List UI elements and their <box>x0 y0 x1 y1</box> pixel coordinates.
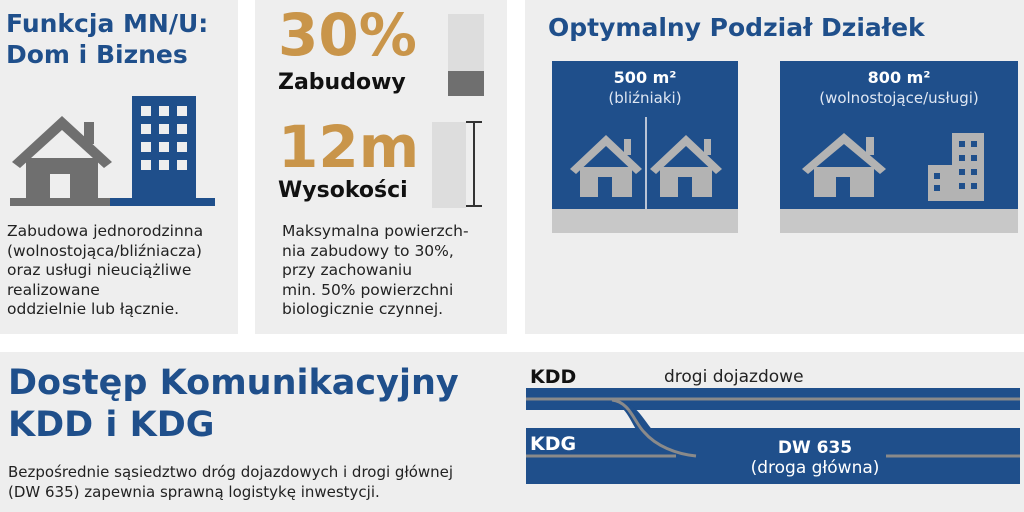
kdg-label: KDG <box>530 433 577 455</box>
access-desc-line: Bezpośrednie sąsiedztwo dróg dojazdowych… <box>8 463 454 481</box>
function-title-line1: Funkcja MN/U: <box>6 9 209 38</box>
plot-card-800: 800 m² (wolnostojące/usługi) <box>780 61 1018 209</box>
function-desc-line: realizowane <box>7 280 100 299</box>
plot-card-500: 500 m² (bliźniaki) <box>552 61 738 209</box>
params-desc-line: Maksymalna powierzch- <box>282 222 469 240</box>
house-and-office-icon <box>10 96 215 206</box>
params-description: Maksymalna powierzch- nia zabudowy to 30… <box>282 222 469 320</box>
params-desc-line: min. 50% powierzchni <box>282 280 454 299</box>
params-desc-line: biologicznie czynnej. <box>282 300 444 318</box>
kdd-description: drogi dojazdowe <box>664 367 804 387</box>
function-title: Funkcja MN/U: Dom i Biznes <box>6 8 236 70</box>
house-and-shop-icon <box>802 133 984 201</box>
function-desc-line: oraz usługi nieuciążliwe <box>7 261 192 279</box>
plot-area-label: 800 m² <box>867 68 931 87</box>
height-label: Wysokości <box>278 178 408 203</box>
coverage-value: 30% <box>278 1 417 69</box>
function-desc-line: (wolnostojąca/bliźniacza) <box>7 241 202 260</box>
coverage-bar-icon <box>448 14 484 96</box>
function-desc-line: oddzielnie lub łącznie. <box>7 300 180 318</box>
height-value: 12m <box>278 113 420 181</box>
kdd-label: KDD <box>530 366 577 388</box>
plots-title: Optymalny Podział Działek <box>548 13 925 42</box>
semi-detached-houses-icon <box>570 117 722 209</box>
plot-base-800 <box>780 209 1018 233</box>
function-description: Zabudowa jednorodzinna (wolnostojąca/bli… <box>7 222 203 320</box>
function-title-line2: Dom i Biznes <box>6 40 188 69</box>
access-description: Bezpośrednie sąsiedztwo dróg dojazdowych… <box>8 462 453 502</box>
main-road-name: DW 635 <box>777 438 853 458</box>
plot-area-label: 500 m² <box>613 68 677 87</box>
road-diagram <box>526 388 1020 484</box>
function-desc-line: Zabudowa jednorodzinna <box>7 222 204 240</box>
main-road-label: DW 635 (droga główna) <box>680 438 950 478</box>
height-gauge-icon <box>432 121 482 208</box>
access-desc-line: (DW 635) zapewnia sprawną logistykę inwe… <box>8 483 380 501</box>
access-title-line1: Dostęp Komunikacyjny <box>8 363 459 403</box>
plot-base-500 <box>552 209 738 233</box>
main-road-desc: (droga główna) <box>750 458 880 478</box>
coverage-label: Zabudowy <box>278 70 406 95</box>
access-title: Dostęp Komunikacyjny KDD i KDG <box>8 362 508 446</box>
params-desc-line: nia zabudowy to 30%, <box>282 241 454 260</box>
plot-type-label: (wolnostojące/usługi) <box>819 89 979 107</box>
params-desc-line: przy zachowaniu <box>282 261 413 279</box>
access-title-line2: KDD i KDG <box>8 405 215 445</box>
plot-type-label: (bliźniaki) <box>608 89 682 107</box>
